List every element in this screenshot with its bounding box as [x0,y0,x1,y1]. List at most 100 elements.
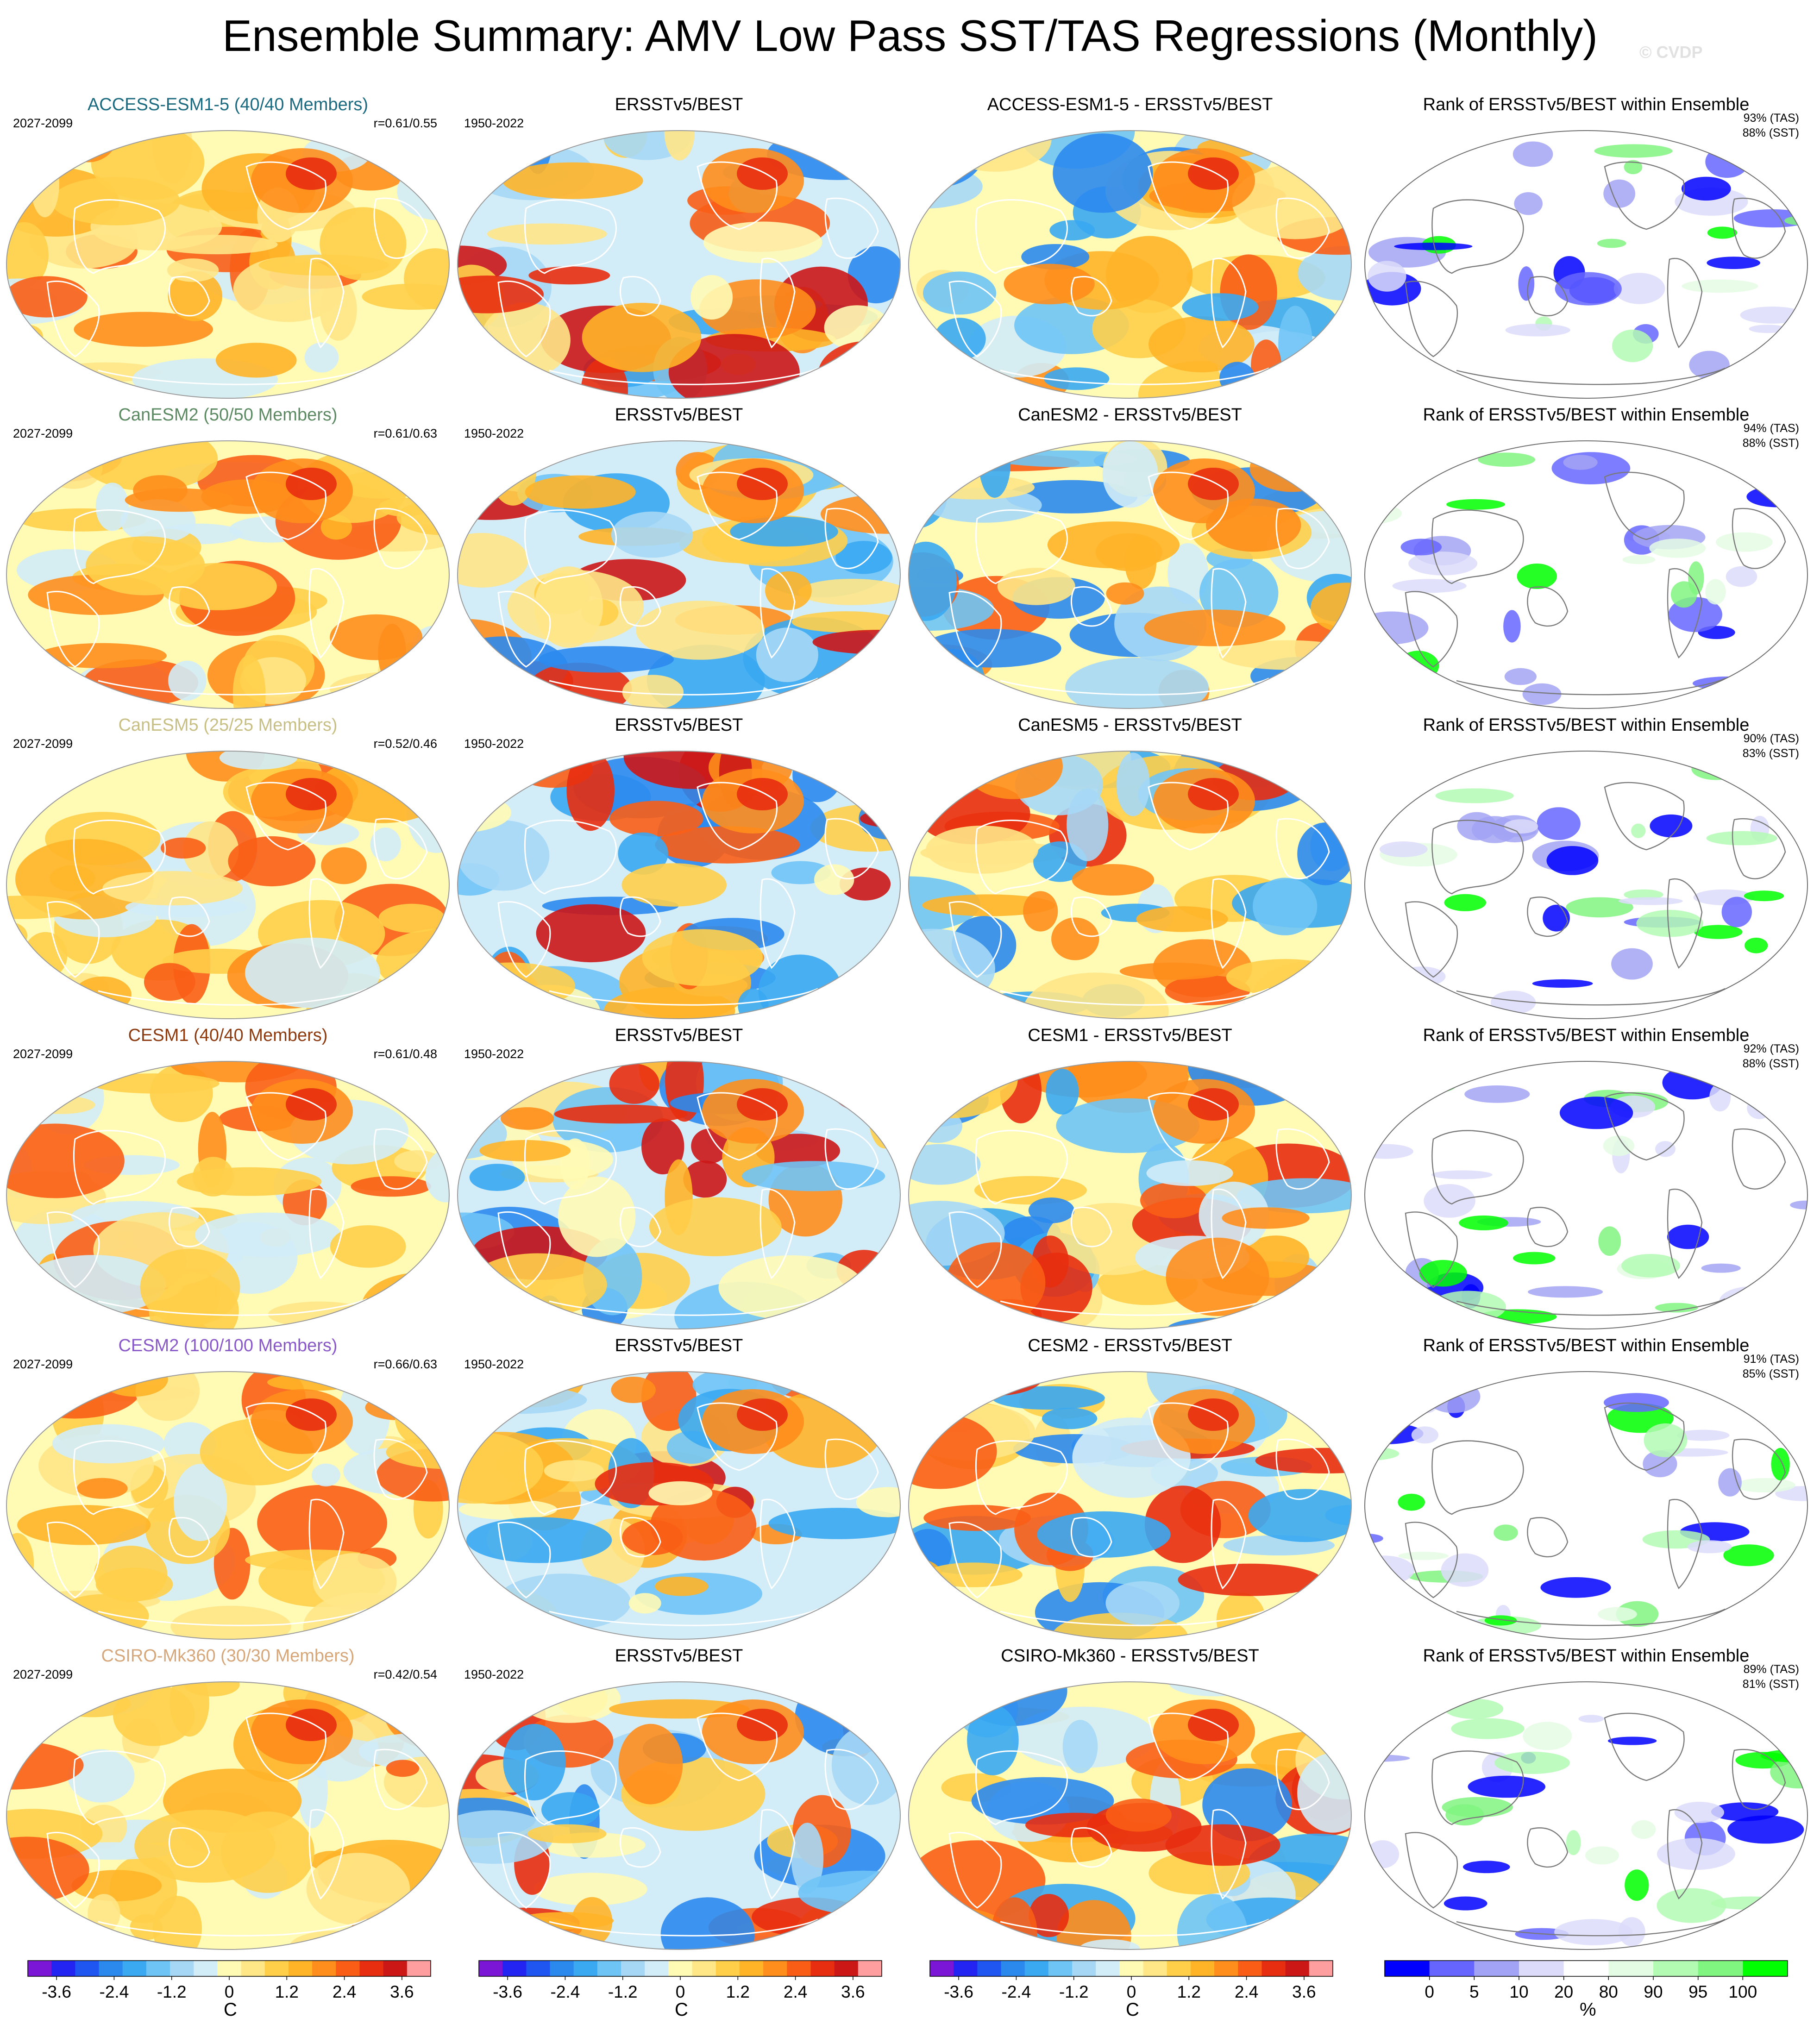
rank-panel: Rank of ERSSTv5/BEST within Ensemble 92% … [1364,1024,1808,1330]
observed-regression-map [457,1061,901,1329]
colorbar-unit: % [1580,1999,1596,2020]
colorbar-swatch [28,1961,52,1976]
model-panel: CESM1 (40/40 Members) 2027-2099 r=0.61/0.4… [6,1024,450,1330]
colorbar-tick-label: -2.4 [100,1982,129,2001]
difference-panel: CESM2 - ERSSTv5/BEST [908,1335,1352,1640]
observed-panel: ERSSTv5/BEST 1950-2022 [457,404,901,709]
observed-panel: ERSSTv5/BEST 1950-2022 [457,94,901,399]
model-panel: CESM2 (100/100 Members) 2027-2099 r=0.66/0… [6,1335,450,1640]
colorbar-swatch [1698,1961,1743,1976]
page-title: Ensemble Summary: AMV Low Pass SST/TAS R… [222,11,1598,61]
difference-panel: CSIRO-Mk360 - ERSSTv5/BEST [908,1645,1352,1950]
observed-period: 1950-2022 [464,116,524,130]
rank-map [1364,130,1808,399]
pattern-correlation: r=0.61/0.48 [373,1047,437,1061]
colorbar-tick-label: 100 [1728,1982,1757,2001]
rank-map [1364,1371,1808,1640]
difference-panel-title: CanESM5 - ERSSTv5/BEST [1018,715,1242,735]
colorbar-swatch [194,1961,218,1976]
colorbar-tick-label: 3.6 [390,1982,414,2001]
rank-tas-percent: 89% (TAS) [1743,1663,1799,1676]
model-panel-title: CanESM5 (25/25 Members) [118,715,338,735]
model-regression-map [6,1371,450,1640]
colorbar-tick-label: 2.4 [1235,1982,1258,2001]
colorbar-tick-label: 1.2 [1177,1982,1201,2001]
colorbar-swatch [739,1961,764,1976]
model-period: 2027-2099 [13,1357,73,1371]
model-regression-map [6,440,450,709]
rank-panel-title: Rank of ERSSTv5/BEST within Ensemble [1423,405,1750,425]
rank-panel: Rank of ERSSTv5/BEST within Ensemble 91% … [1364,1335,1808,1640]
colorbar-tick-label: -2.4 [551,1982,580,2001]
observed-panel: ERSSTv5/BEST 1950-2022 [457,1024,901,1330]
colorbar-swatch [621,1961,645,1976]
colorbar-model: -3.6 -2.4 -1.2 0 1.2 2.4 3.6 C [27,1960,431,2035]
model-panel: CanESM2 (50/50 Members) 2027-2099 r=0.61/0… [6,404,450,709]
colorbar-swatch [930,1961,954,1976]
observed-regression-map [457,751,901,1019]
rank-panel-title: Rank of ERSSTv5/BEST within Ensemble [1423,95,1750,114]
colorbar-tick-label: 5 [1469,1982,1479,2001]
rank-panel: Rank of ERSSTv5/BEST within Ensemble 89% … [1364,1645,1808,1950]
colorbar-swatch [763,1961,787,1976]
model-panel-title: ACCESS-ESM1-5 (40/40 Members) [87,95,369,114]
colorbar-swatch [977,1961,1002,1976]
colorbar-tick-label: -1.2 [157,1982,187,2001]
rank-tas-percent: 91% (TAS) [1743,1353,1799,1366]
colorbar-swatch [1385,1961,1430,1976]
colorbar-swatch [1563,1961,1609,1976]
observed-period: 1950-2022 [464,737,524,751]
colorbar-swatch [668,1961,693,1976]
colorbar-swatch [264,1961,289,1976]
rank-map [1364,440,1808,709]
difference-map [908,1371,1352,1640]
colorbar-swatch [336,1961,360,1976]
colorbar-swatch [170,1961,194,1976]
difference-map [908,130,1352,399]
colorbar-swatch [834,1961,859,1976]
observed-panel: ERSSTv5/BEST 1950-2022 [457,1335,901,1640]
observed-regression-map [457,130,901,399]
model-period: 2027-2099 [13,737,73,751]
colorbar-swatch [217,1961,242,1976]
rank-tas-percent: 90% (TAS) [1743,732,1799,745]
colorbar-swatch [1024,1961,1049,1976]
colorbar-swatch [526,1961,551,1976]
difference-panel-title: CESM1 - ERSSTv5/BEST [1028,1026,1232,1045]
observed-regression-map [457,440,901,709]
colorbar-swatch [407,1961,431,1976]
colorbar-swatch [858,1961,882,1976]
colorbar-swatch [810,1961,835,1976]
colorbar-swatch [1001,1961,1025,1976]
rank-tas-percent: 94% (TAS) [1743,422,1799,435]
colorbar-observed: -3.6 -2.4 -1.2 0 1.2 2.4 3.6 C [478,1960,882,2035]
colorbar-swatch [715,1961,740,1976]
colorbar-tick-label: 80 [1599,1982,1618,2001]
colorbar-tick-label: -3.6 [493,1982,522,2001]
colorbar-swatch [1190,1961,1215,1976]
model-period: 2027-2099 [13,1047,73,1061]
model-panel-title: CESM2 (100/100 Members) [118,1336,338,1355]
colorbar-tick-label: 3.6 [1292,1982,1316,2001]
difference-panel-title: CESM2 - ERSSTv5/BEST [1028,1336,1232,1355]
model-panel: CanESM5 (25/25 Members) 2027-2099 r=0.52/0… [6,714,450,1020]
colorbar-tick-label: -1.2 [608,1982,638,2001]
colorbar-tick-label: 0 [225,1982,234,2001]
observed-period: 1950-2022 [464,1357,524,1371]
observed-panel-title: ERSSTv5/BEST [615,1026,743,1045]
colorbar-tick-label: 10 [1509,1982,1528,2001]
colorbar-swatch [1474,1961,1519,1976]
colorbar-tick-label: 0 [1127,1982,1136,2001]
difference-panel: CanESM2 - ERSSTv5/BEST [908,404,1352,709]
colorbar-swatch [692,1961,716,1976]
colorbar-swatch [146,1961,170,1976]
colorbar-swatch [1261,1961,1286,1976]
model-regression-map [6,130,450,399]
colorbar-swatch [1238,1961,1262,1976]
observed-regression-map [457,1371,901,1640]
difference-panel-title: CSIRO-Mk360 - ERSSTv5/BEST [1001,1646,1259,1666]
colorbar-swatch [1285,1961,1310,1976]
colorbar-tick-label: 2.4 [333,1982,356,2001]
colorbar-swatch [383,1961,408,1976]
difference-map [908,1681,1352,1950]
